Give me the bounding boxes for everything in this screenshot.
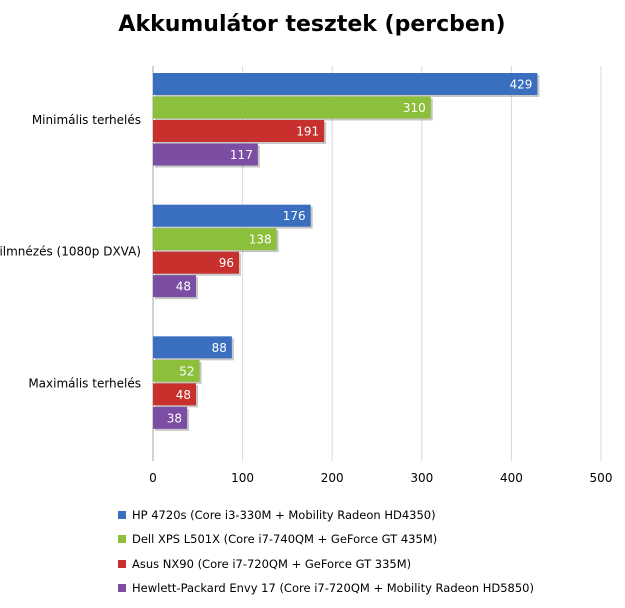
bars xyxy=(153,73,540,431)
legend-item: Asus NX90 (Core i7-720QM + GeForce GT 33… xyxy=(118,552,534,576)
bar-value-label: 52 xyxy=(179,364,194,378)
category-label: Minimális terhelés xyxy=(32,113,141,127)
x-tick-label: 500 xyxy=(590,471,613,485)
bar-value-label: 117 xyxy=(230,148,253,162)
legend-label: Hewlett-Packard Envy 17 (Core i7-720QM +… xyxy=(132,581,534,596)
bar xyxy=(153,336,232,359)
legend-swatch xyxy=(118,559,126,568)
bar-value-label: 48 xyxy=(176,280,191,294)
bar xyxy=(153,251,240,274)
category-label: Maximális terhelés xyxy=(28,376,141,390)
bar xyxy=(153,143,258,166)
legend-swatch xyxy=(118,535,126,544)
bar-value-label: 429 xyxy=(509,78,532,92)
bar-value-label: 310 xyxy=(403,101,426,115)
bar-value-label: 88 xyxy=(212,341,227,355)
bar xyxy=(153,228,277,251)
legend-item: HP 4720s (Core i3-330M + Mobility Radeon… xyxy=(118,503,534,527)
labels: 0 100 200 300 400 500 Minimális terhelés 429 310… xyxy=(0,78,612,486)
bar-value-label: 176 xyxy=(283,209,306,223)
legend-item: Hewlett-Packard Envy 17 (Core i7-720QM +… xyxy=(118,576,534,600)
x-tick-label: 200 xyxy=(321,471,344,485)
bar-value-label: 48 xyxy=(176,388,191,402)
legend-item: Dell XPS L501X (Core i7-740QM + GeForce … xyxy=(118,527,534,551)
bar xyxy=(153,204,311,227)
bar xyxy=(153,359,200,382)
x-tick-label: 400 xyxy=(500,471,523,485)
x-tick-label: 0 xyxy=(149,471,157,485)
bar xyxy=(153,383,197,406)
legend-label: Asus NX90 (Core i7-720QM + GeForce GT 33… xyxy=(132,556,412,571)
x-tick-label: 100 xyxy=(231,471,254,485)
bar-value-label: 138 xyxy=(249,233,272,247)
bar-value-label: 96 xyxy=(219,256,234,270)
legend-swatch xyxy=(118,584,126,593)
bar-value-label: 38 xyxy=(167,411,182,425)
chart-title: Akkumulátor tesztek (percben) xyxy=(118,12,505,37)
bar xyxy=(153,73,538,95)
bar xyxy=(153,96,431,119)
legend-label: HP 4720s (Core i3-330M + Mobility Radeon… xyxy=(132,508,436,523)
legend-swatch xyxy=(118,511,126,520)
legend-label: Dell XPS L501X (Core i7-740QM + GeForce … xyxy=(132,532,438,547)
bar xyxy=(153,406,188,429)
x-tick-label: 300 xyxy=(410,471,433,485)
category-label: Filmnézés (1080p DXVA) xyxy=(0,245,141,259)
bar xyxy=(153,120,325,142)
bar xyxy=(153,275,197,298)
legend: HP 4720s (Core i3-330M + Mobility Radeon… xyxy=(118,503,534,600)
bar-value-label: 191 xyxy=(296,125,319,139)
